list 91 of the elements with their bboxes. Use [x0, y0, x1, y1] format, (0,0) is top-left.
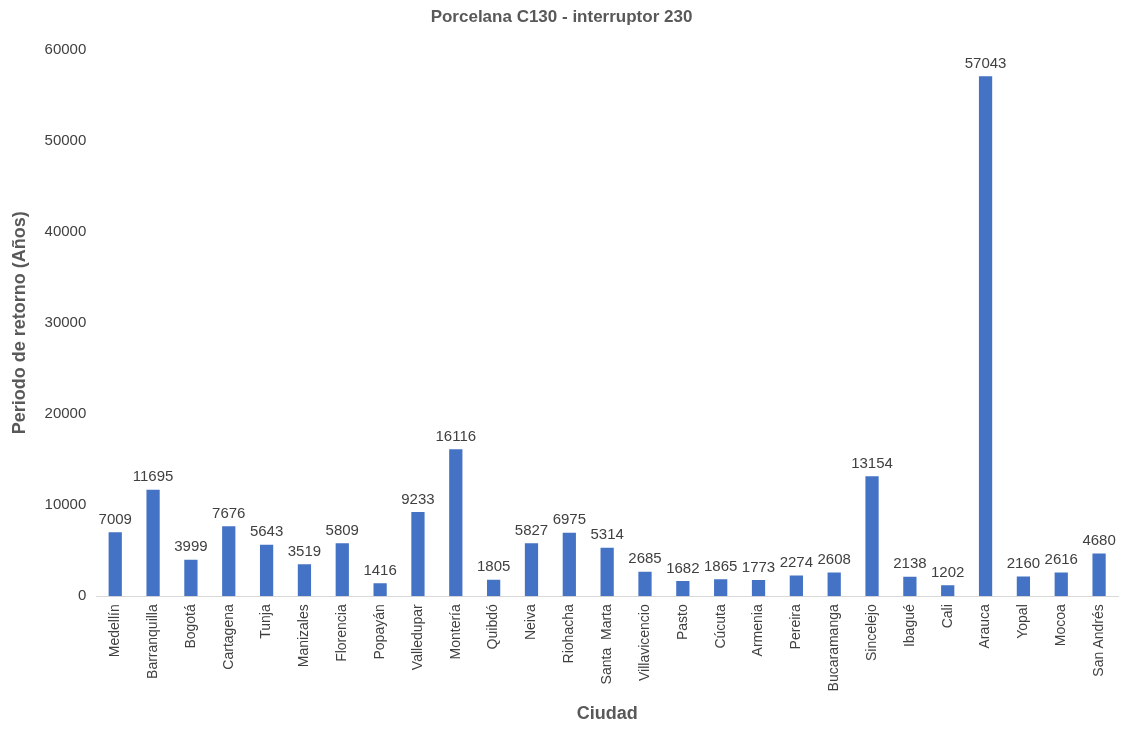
bar	[1092, 553, 1106, 597]
bar	[941, 585, 955, 597]
bar	[865, 476, 879, 597]
y-tick-label: 60000	[44, 39, 87, 57]
bar	[487, 579, 501, 597]
x-tick-label: San Andrés	[1089, 604, 1106, 677]
x-tick-label: Quibdó	[484, 604, 501, 650]
bar	[562, 532, 576, 597]
x-tick-label: Popayán	[370, 604, 387, 660]
y-axis-title: Periodo de retorno (Años)	[8, 211, 29, 435]
data-label: 7676	[212, 503, 246, 521]
y-tick-label: 30000	[44, 312, 87, 330]
data-label: 4680	[1082, 531, 1116, 549]
x-tick-label: Valledupar	[408, 603, 425, 671]
x-tick-label: Medellín	[106, 604, 123, 658]
bar	[714, 579, 728, 597]
bar	[259, 544, 274, 597]
bar	[600, 547, 614, 597]
x-tick-label: Pasto	[673, 604, 690, 641]
bar	[184, 559, 198, 597]
x-tick-label: Yopal	[1014, 604, 1031, 639]
data-label: 11695	[132, 467, 174, 485]
bar	[524, 543, 539, 597]
data-label: 5314	[590, 525, 624, 543]
bar	[335, 543, 349, 597]
y-tick-label: 0	[77, 586, 87, 604]
bar	[146, 489, 160, 597]
data-label: 9233	[401, 489, 435, 507]
x-tick-label: Florencia	[333, 604, 350, 662]
bar	[222, 526, 236, 597]
bar	[978, 76, 993, 597]
x-tick-label: Barranquilla	[143, 604, 160, 679]
data-label: 1416	[363, 560, 397, 578]
bar	[108, 532, 122, 597]
bar	[903, 576, 917, 597]
data-label: 6975	[552, 510, 586, 528]
bar	[676, 580, 690, 597]
x-tick-label: Bucaramanga	[825, 604, 842, 692]
y-tick-label: 50000	[44, 130, 87, 148]
data-label: 7009	[98, 510, 132, 527]
data-label: 3519	[287, 541, 322, 559]
y-tick-label: 40000	[44, 221, 87, 239]
data-label: 13154	[851, 453, 893, 471]
x-tick-label: Pereira	[787, 604, 804, 650]
data-label: 2616	[1044, 550, 1078, 568]
y-tick-label: 10000	[44, 495, 87, 513]
data-label: 1682	[666, 558, 700, 576]
data-label: 57043	[964, 53, 1007, 71]
x-tick-label: Cúcuta	[711, 604, 728, 649]
data-label: 5643	[249, 522, 284, 540]
data-label: 5809	[325, 520, 359, 538]
bar	[1016, 576, 1031, 597]
bar	[638, 571, 652, 597]
x-tick-label: Ibagué	[900, 604, 917, 648]
data-label: 1805	[476, 557, 511, 575]
x-tick-label: Mocoa	[1052, 604, 1069, 647]
x-tick-label: Santa Marta	[598, 604, 615, 685]
bar	[411, 512, 425, 597]
data-label: 3999	[174, 537, 208, 555]
x-axis-title: Ciudad	[576, 703, 638, 724]
y-tick-label: 20000	[44, 404, 87, 422]
x-tick-label: Manizales	[295, 604, 312, 668]
x-tick-label: Cali	[938, 604, 955, 629]
data-label: 1865	[703, 556, 738, 574]
data-label: 2608	[817, 550, 851, 568]
x-tick-label: Arauca	[976, 604, 993, 649]
bar	[751, 580, 766, 597]
x-tick-label: Villavicencio	[635, 604, 652, 682]
bar	[373, 583, 387, 597]
data-label: 2138	[893, 554, 927, 572]
bar	[297, 564, 312, 597]
x-tick-label: Riohacha	[560, 604, 577, 664]
bar	[1054, 572, 1068, 597]
data-label: 1773	[741, 557, 776, 575]
bar	[449, 449, 463, 597]
x-tick-label: Bogotá	[181, 604, 198, 649]
x-tick-label: Armenia	[749, 604, 766, 657]
bar	[789, 575, 803, 597]
x-tick-label: Montería	[446, 604, 463, 660]
data-label: 5827	[514, 520, 549, 538]
x-tick-label: Sincelejo	[862, 604, 879, 662]
data-label: 2160	[1006, 554, 1041, 572]
x-tick-label: Cartagena	[219, 604, 236, 670]
x-tick-label: Neiva	[522, 604, 539, 641]
bar	[827, 572, 841, 597]
data-label: 2685	[628, 549, 662, 567]
x-tick-label: Tunja	[257, 604, 274, 639]
data-label: 2274	[779, 553, 814, 571]
data-label: 16116	[435, 427, 477, 444]
data-label: 1202	[931, 562, 965, 580]
chart-title: Porcelana C130 - interruptor 230	[430, 6, 693, 26]
